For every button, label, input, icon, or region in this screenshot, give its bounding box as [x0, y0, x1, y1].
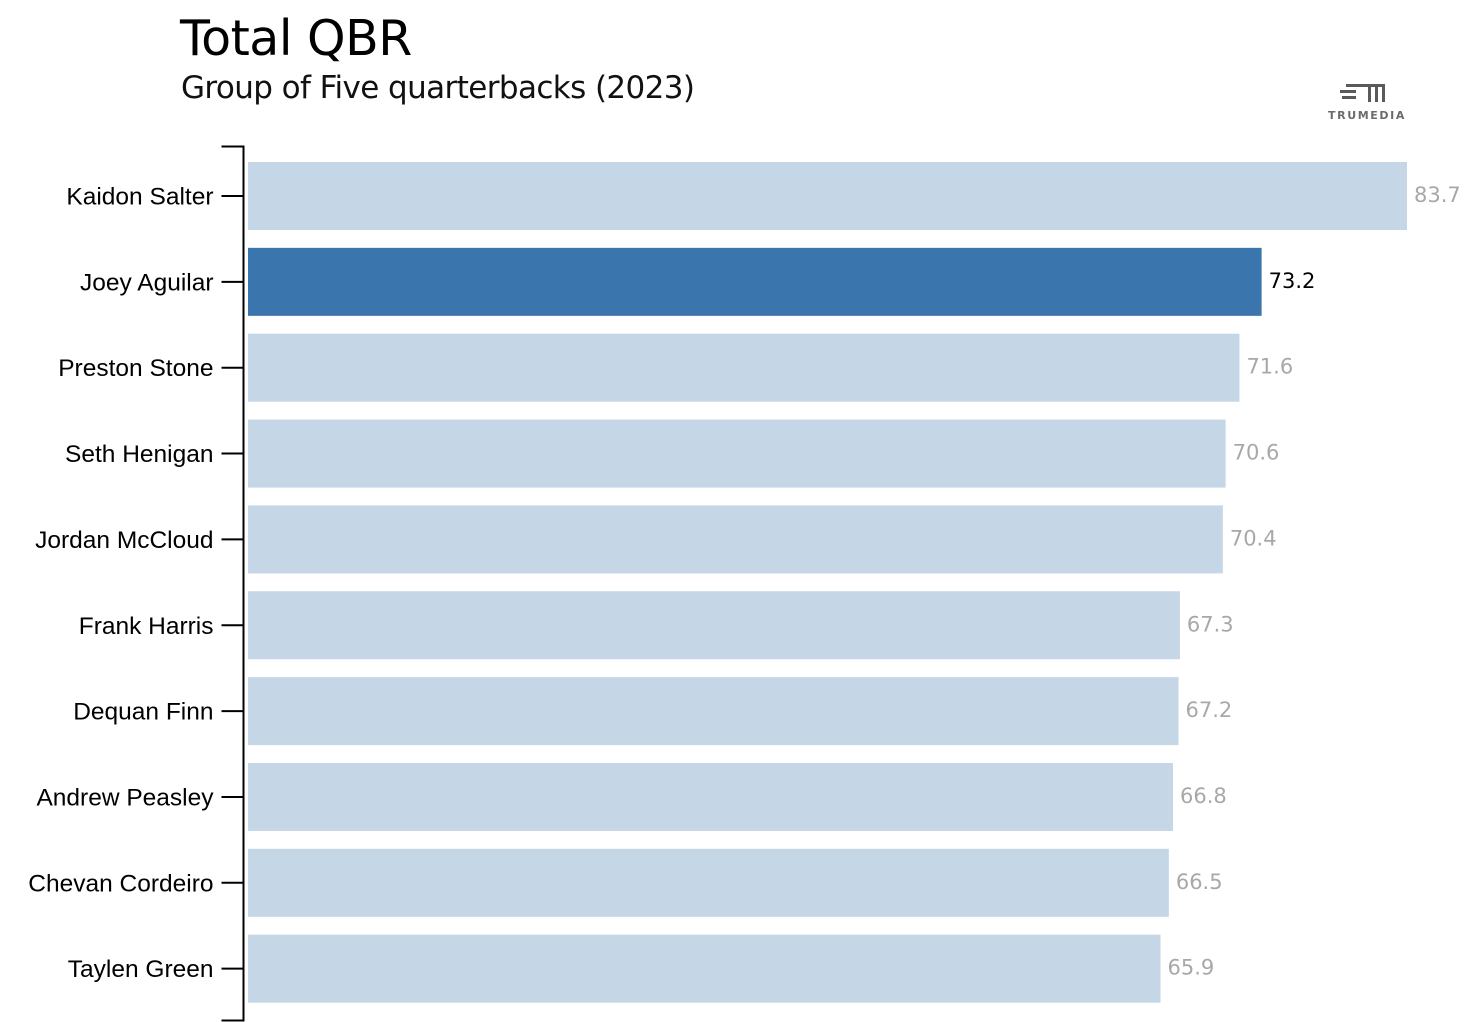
bar-joey-aguilar [248, 247, 1262, 316]
bar-dequan-finn [248, 677, 1179, 746]
bar-preston-stone [248, 333, 1240, 402]
data-label: 71.6 [1246, 355, 1293, 379]
trumedia-logo: TRUMEDIA [1318, 78, 1416, 126]
y-tick-label: Kaidon Salter [66, 184, 213, 211]
bar-jordan-mccloud [248, 505, 1223, 574]
bar-kaidon-salter [248, 162, 1407, 230]
data-label: 66.5 [1176, 870, 1223, 894]
data-label: 83.7 [1414, 183, 1461, 207]
y-tick-label: Dequan Finn [73, 699, 213, 726]
bar-seth-henigan [248, 419, 1226, 488]
bar-taylen-green [248, 934, 1161, 1003]
data-label: 67.2 [1186, 698, 1233, 722]
y-tick-label: Jordan McCloud [35, 527, 213, 554]
y-tick-label: Joey Aguilar [80, 269, 213, 296]
chart-title: Total QBR [180, 10, 412, 67]
data-label: 67.3 [1187, 612, 1234, 636]
logo-text: TRUMEDIA [1328, 109, 1406, 122]
bar-chevan-cordeiro [248, 848, 1169, 917]
data-label: 65.9 [1168, 956, 1215, 980]
chart-subtitle: Group of Five quarterbacks (2023) [181, 70, 695, 106]
bar-frank-harris [248, 591, 1180, 660]
data-label: 70.4 [1230, 526, 1277, 550]
y-tick-label: Seth Henigan [65, 441, 213, 468]
data-label: 66.8 [1180, 784, 1227, 808]
data-label: 70.6 [1233, 441, 1280, 465]
y-tick-label: Frank Harris [79, 613, 214, 640]
y-tick-label: Taylen Green [68, 956, 214, 983]
bar-andrew-peasley [248, 762, 1173, 831]
y-tick-label: Andrew Peasley [36, 784, 214, 811]
y-tick-label: Preston Stone [58, 355, 213, 382]
trumedia-logo-icon [1340, 84, 1385, 102]
data-label: 73.2 [1269, 269, 1316, 293]
y-tick-label: Chevan Cordeiro [28, 870, 213, 897]
